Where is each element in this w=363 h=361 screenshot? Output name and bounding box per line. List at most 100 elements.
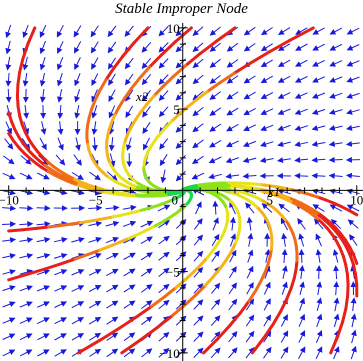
- field-arrow: [36, 317, 50, 325]
- trajectory-segment: [18, 57, 25, 74]
- field-arrow: [295, 43, 308, 51]
- trajectory-segment: [43, 262, 63, 271]
- field-arrow: [36, 205, 51, 212]
- field-arrow: [125, 105, 134, 118]
- trajectory-segment: [185, 98, 198, 110]
- field-arrow: [56, 57, 64, 71]
- field-arrow: [277, 59, 291, 67]
- field-arrow: [246, 282, 254, 295]
- field-arrow: [193, 347, 204, 358]
- field-arrow: [105, 204, 120, 211]
- field-arrow: [346, 44, 360, 51]
- field-arrow: [90, 25, 99, 38]
- axis-labels: x1 x2: [135, 89, 280, 199]
- x-axis-label: x1: [267, 184, 280, 199]
- field-arrow: [315, 233, 322, 247]
- field-arrow: [209, 139, 222, 148]
- field-arrow: [242, 140, 257, 148]
- field-arrow: [71, 269, 85, 276]
- trajectory-segment: [26, 26, 37, 46]
- trajectory-segment: [129, 76, 142, 91]
- field-arrow: [2, 301, 16, 308]
- field-arrow: [260, 27, 273, 36]
- trajectory-segment: [47, 224, 62, 229]
- field-arrow: [245, 202, 255, 214]
- field-arrow: [141, 300, 153, 310]
- field-arrow: [57, 88, 63, 103]
- field-arrow: [54, 285, 68, 292]
- field-arrow: [140, 252, 153, 261]
- field-arrow: [225, 157, 239, 164]
- field-arrow: [209, 58, 221, 68]
- field-arrow: [88, 205, 103, 212]
- field-arrow: [328, 140, 343, 147]
- field-arrow: [246, 265, 254, 279]
- field-arrow: [210, 315, 221, 327]
- trajectory-segment: [249, 50, 271, 65]
- trajectory-segment: [86, 248, 102, 256]
- field-arrow: [311, 141, 326, 147]
- field-arrow: [315, 346, 323, 360]
- field-arrow: [19, 237, 34, 243]
- field-arrow: [5, 88, 12, 103]
- field-arrow: [345, 140, 360, 147]
- field-arrow: [106, 171, 118, 181]
- field-arrow: [280, 217, 289, 231]
- y-axis-label: x2: [135, 89, 149, 104]
- field-arrow: [88, 269, 102, 276]
- field-arrow: [294, 156, 309, 163]
- field-arrow: [212, 200, 219, 215]
- field-arrow: [209, 75, 221, 84]
- trajectory-segment: [341, 306, 348, 324]
- trajectory-segment: [348, 254, 355, 266]
- trajectory-segment: [279, 297, 289, 313]
- field-arrow: [37, 333, 50, 341]
- field-arrow: [295, 59, 308, 67]
- field-arrow: [57, 104, 64, 119]
- y-tick-label: −5: [166, 265, 180, 280]
- field-arrow: [106, 284, 119, 293]
- field-arrow: [260, 141, 274, 148]
- field-arrow: [209, 107, 222, 116]
- field-arrow: [123, 220, 137, 227]
- trajectory-segment: [351, 262, 357, 276]
- field-arrow: [40, 121, 47, 135]
- field-arrow: [211, 233, 220, 247]
- field-arrow: [73, 25, 82, 38]
- trajectory-segment: [271, 309, 283, 326]
- field-arrow: [281, 232, 288, 247]
- field-arrow: [191, 172, 205, 180]
- field-arrow: [211, 282, 221, 294]
- trajectory-segment: [254, 279, 263, 293]
- trajectory-segment: [183, 293, 198, 307]
- field-arrow: [56, 73, 63, 87]
- field-arrow: [2, 317, 16, 324]
- trajectory-segment: [161, 75, 175, 88]
- trajectory-segment: [16, 105, 22, 118]
- field-arrow: [328, 156, 343, 163]
- field-arrow: [333, 265, 340, 280]
- field-arrow: [158, 283, 170, 294]
- field-arrow: [37, 349, 50, 357]
- field-arrow: [22, 72, 29, 87]
- field-arrow: [328, 172, 343, 179]
- field-arrow: [226, 59, 239, 68]
- field-arrow: [212, 217, 219, 231]
- field-arrow: [242, 173, 257, 180]
- field-arrow: [57, 41, 64, 54]
- field-arrow: [245, 314, 255, 327]
- field-arrow: [264, 265, 271, 279]
- field-arrow: [140, 220, 154, 228]
- x-tick-label: 5: [267, 192, 274, 207]
- trajectory: [120, 187, 242, 355]
- trajectory-segment: [171, 64, 188, 78]
- trajectory-segment: [150, 295, 166, 308]
- field-arrow: [175, 299, 187, 310]
- field-arrow: [143, 137, 150, 151]
- y-tick-label: −10: [159, 346, 179, 361]
- trajectory-segment: [145, 94, 156, 106]
- field-arrow: [261, 203, 273, 213]
- field-arrow: [312, 59, 326, 67]
- trajectory-segment: [352, 253, 359, 265]
- field-arrow: [74, 57, 81, 70]
